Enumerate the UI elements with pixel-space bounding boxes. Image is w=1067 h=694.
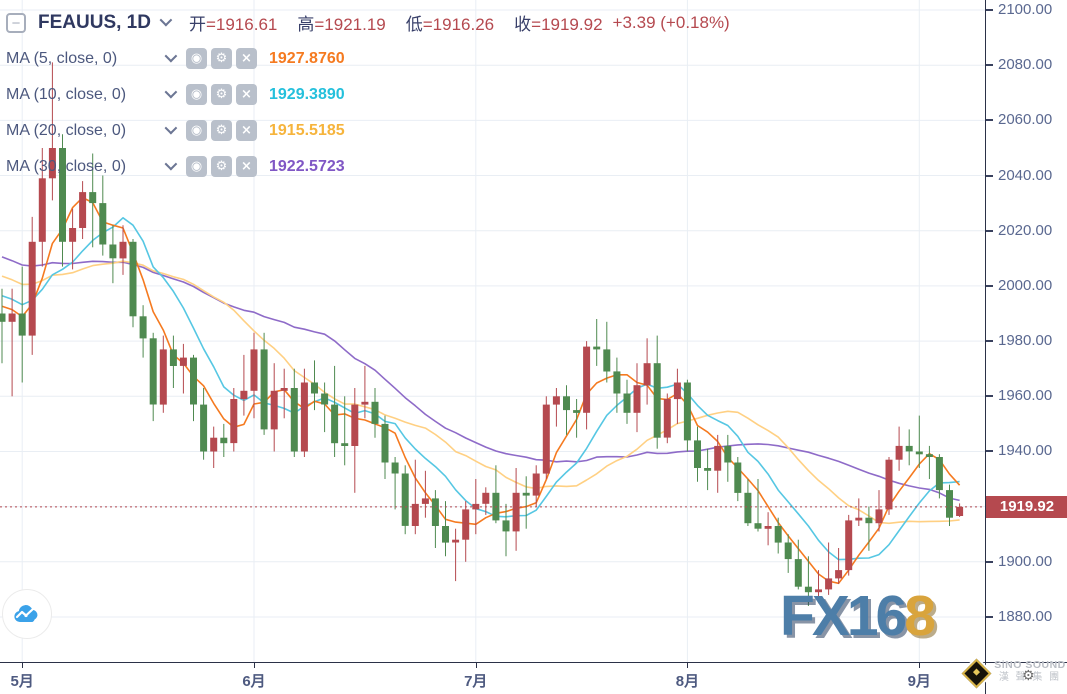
collapse-panel-button[interactable]: − [6,12,26,33]
price-axis-label: 1940.00 [998,442,1053,460]
price-axis-label: 1900.00 [998,552,1053,570]
ma5-row: MA (5, close, 0) ◉ ⚙ × 1927.8760 [6,45,345,72]
gear-emblem-icon: ⚙ [1022,667,1035,683]
last-price-badge: 1919.92 [986,495,1067,518]
time-axis-label: 6月 [242,673,266,690]
price-axis-label: 2080.00 [998,56,1053,74]
time-axis-label: 8月 [675,673,700,690]
visibility-icon[interactable]: ◉ [186,84,207,105]
change-readout: +3.39 (+0.18%) [612,12,730,32]
ma10-label[interactable]: MA (10, close, 0) [6,85,127,103]
symbol-title[interactable]: FEAUUS, 1D [38,11,151,33]
price-tick [986,340,993,343]
chart-canvas[interactable] [0,0,985,662]
remove-icon[interactable]: × [236,48,257,69]
time-tick [475,663,477,668]
ma5-value: 1927.8760 [269,49,345,67]
visibility-icon[interactable]: ◉ [186,48,207,69]
close-readout: 收=1919.92 [514,15,603,34]
chevron-down-icon[interactable] [159,13,173,26]
price-tick [986,450,993,453]
settings-gear-icon[interactable]: ⚙ [211,84,232,105]
ma20-value: 1915.5185 [269,121,345,139]
time-tick [22,663,24,668]
price-axis[interactable]: 1919.92 2100.00 2080.00 2060.00 2040.00 2020… [985,0,1067,662]
visibility-icon[interactable]: ◉ [186,120,207,141]
indicator-legend: MA (5, close, 0) ◉ ⚙ × 1927.8760 MA (10,… [6,45,345,189]
ma5-label[interactable]: MA (5, close, 0) [6,49,118,67]
high-readout: 高=1921.19 [297,15,386,34]
low-readout: 低=1916.26 [405,15,495,34]
price-axis-label: 2040.00 [998,166,1053,184]
ma20-row: MA (20, close, 0) ◉ ⚙ × 1915.5185 [6,117,345,144]
price-axis-label: 2060.00 [998,111,1053,129]
price-axis-label: 1880.00 [998,608,1053,625]
time-tick [687,663,689,668]
time-axis[interactable]: 5月 6月 7月 8月 9月 [0,662,1067,694]
price-tick [986,560,993,563]
price-axis-label: 2020.00 [998,221,1053,239]
price-tick [986,9,993,11]
cloud-chart-icon [14,605,38,623]
ma10-row: MA (10, close, 0) ◉ ⚙ × 1929.3890 [6,81,345,108]
ma10-value: 1929.3890 [269,85,345,103]
price-tick [986,616,993,618]
chart-header: − FEAUUS, 1D 开=1916.61 高=1921.19 低=1916.… [6,10,730,35]
ma30-value: 1922.5723 [269,157,345,175]
visibility-icon[interactable]: ◉ [186,156,207,177]
settings-gear-icon[interactable]: ⚙ [211,156,232,177]
price-axis-label: 2000.00 [998,276,1053,294]
ma30-row: MA (30, close, 0) ◉ ⚙ × 1922.5723 [6,153,345,180]
time-axis-label: 9月 [907,673,931,690]
settings-gear-icon[interactable]: ⚙ [211,48,232,69]
remove-icon[interactable]: × [236,156,257,177]
time-axis-label: 7月 [464,673,488,690]
chevron-down-icon[interactable] [164,49,178,62]
price-axis-label: 1980.00 [998,332,1053,350]
price-axis-label: 1960.00 [998,387,1053,405]
price-axis-label: 2100.00 [998,1,1053,18]
price-tick [986,174,993,177]
open-readout: 开=1916.61 [188,15,278,34]
time-tick [254,663,255,668]
price-tick [986,229,993,232]
settings-gear-icon[interactable]: ⚙ [211,120,232,141]
chevron-down-icon[interactable] [164,157,178,170]
remove-icon[interactable]: × [236,120,257,141]
chevron-down-icon[interactable] [164,85,178,98]
price-tick [986,395,993,398]
remove-icon[interactable]: × [236,84,257,105]
cloud-chart-button[interactable] [2,589,52,639]
ma20-label[interactable]: MA (20, close, 0) [6,121,127,139]
time-axis-label: 5月 [10,673,34,690]
sino-sound-logo: SiNO SOUND 漢 聲 集 團 ⚙ [994,659,1066,684]
ma30-label[interactable]: MA (30, close, 0) [6,157,127,175]
price-tick [986,64,993,67]
chevron-down-icon[interactable] [164,121,178,134]
time-tick [919,663,921,668]
fx168-watermark: FX168 [780,584,936,648]
price-tick [986,284,993,287]
price-tick [986,119,993,122]
